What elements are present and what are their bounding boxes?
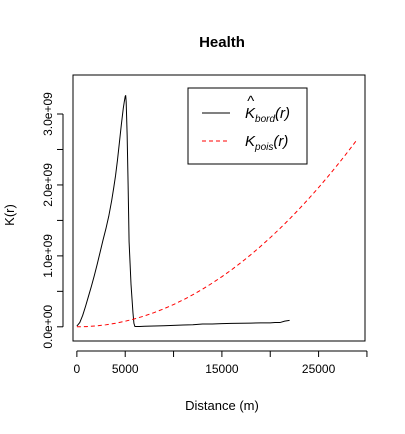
x-tick-label-0: 0 — [74, 362, 81, 376]
y-axis-label: K(r) — [2, 204, 17, 226]
x-tick-label-3: 25000 — [302, 362, 336, 376]
legend-hat-0: ^ — [247, 93, 255, 110]
y-tick-label-3: 3.0e+09 — [41, 92, 55, 136]
plot-frame — [72, 74, 366, 342]
legend-label-1: Kpois(r) — [245, 133, 288, 153]
y-axis: 0.0e+00 1.0e+09 2.0e+09 3.0e+09 — [41, 92, 64, 349]
legend-box — [187, 87, 308, 165]
y-tick-label-1: 1.0e+09 — [41, 234, 55, 278]
legend-label-0: Kbord(r) — [245, 105, 290, 125]
chart-title: Health — [199, 34, 245, 51]
x-tick-label-2: 15000 — [205, 362, 239, 376]
x-axis: 0 5000 15000 25000 — [74, 350, 368, 376]
series-layer — [76, 95, 358, 328]
x-tick-label-1: 5000 — [112, 362, 139, 376]
y-tick-label-2: 2.0e+09 — [41, 163, 55, 207]
series-line-k-pois — [76, 139, 358, 328]
legend: Kbord(r)^ Kpois(r) — [187, 87, 308, 165]
series-line-k-bord — [76, 95, 290, 327]
x-axis-label: Distance (m) — [185, 398, 259, 413]
y-tick-label-0: 0.0e+00 — [41, 305, 55, 349]
